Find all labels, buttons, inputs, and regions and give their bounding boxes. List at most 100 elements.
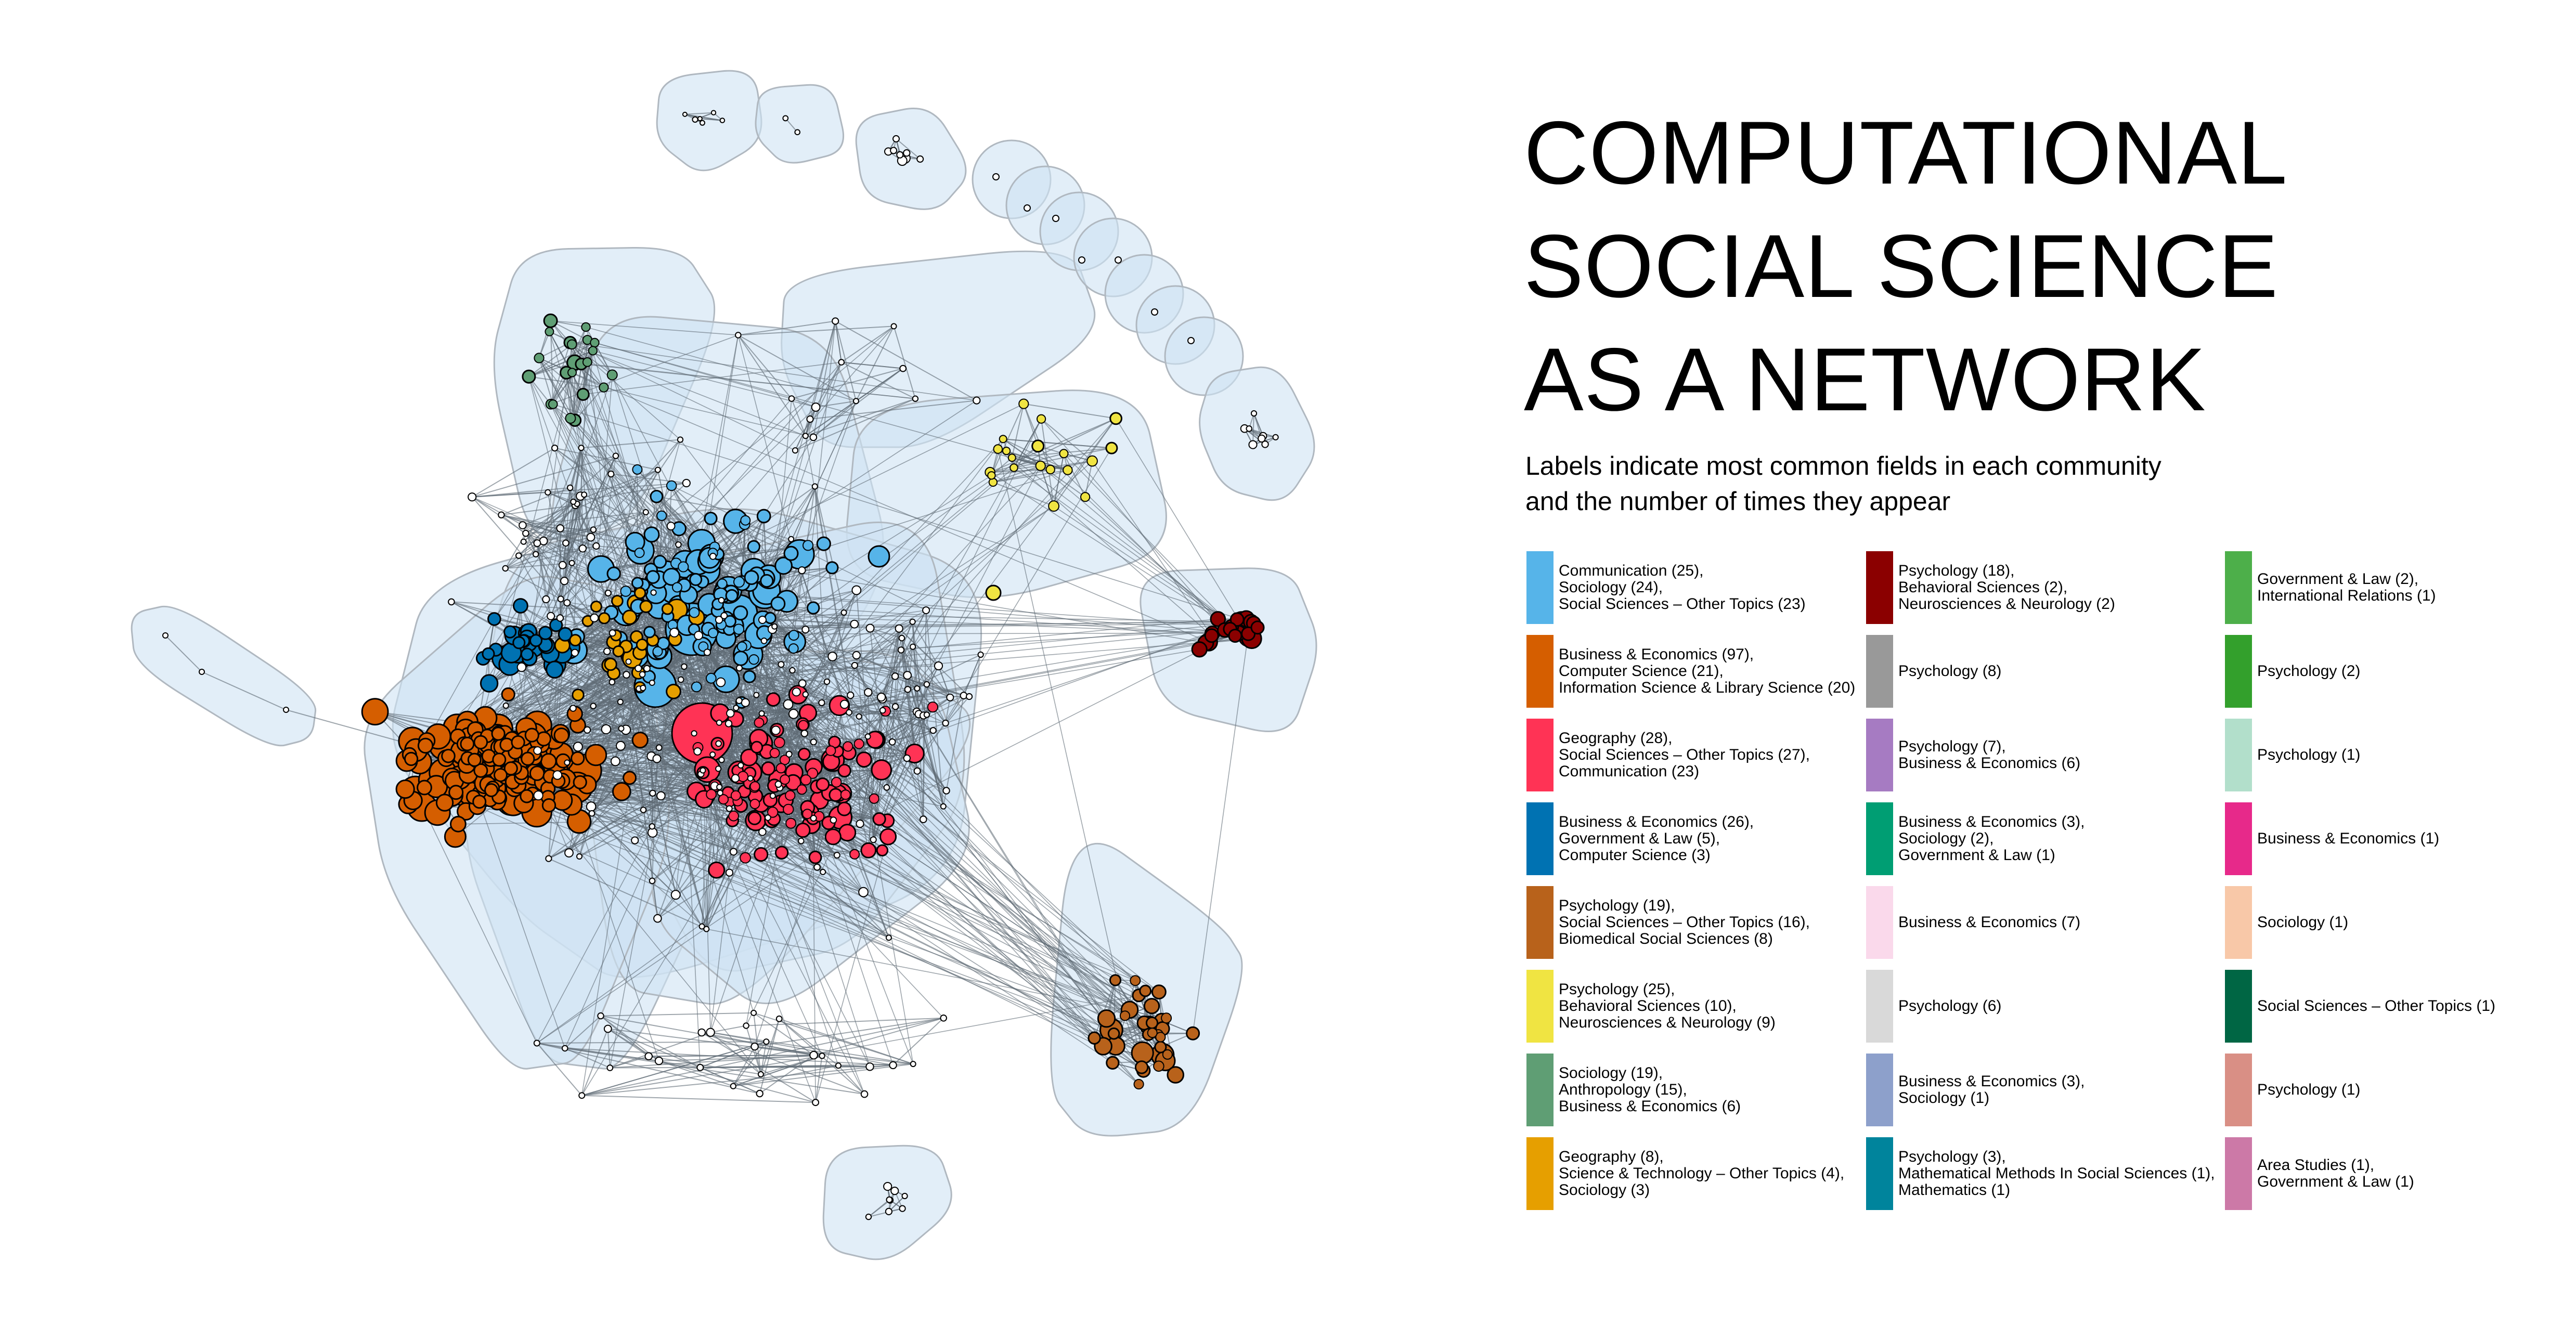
network-edge — [1003, 438, 1112, 449]
legend-swatch — [1526, 1137, 1554, 1210]
network-edge — [501, 504, 576, 516]
legend-label: Communication (25), Sociology (24), Social… — [1559, 551, 1892, 624]
network-node — [677, 676, 684, 683]
network-node — [923, 711, 930, 718]
network-node — [879, 707, 886, 714]
network-node — [694, 631, 703, 640]
network-edge — [759, 1019, 780, 1094]
legend-swatch — [1866, 970, 1893, 1043]
network-edge — [554, 658, 632, 665]
network-edge — [643, 584, 1249, 634]
network-edge — [522, 525, 561, 529]
network-node — [819, 1052, 825, 1059]
network-node — [866, 731, 884, 749]
network-node — [1080, 492, 1091, 502]
network-node — [1097, 1009, 1116, 1028]
network-node — [890, 323, 897, 330]
legend-swatch — [1866, 719, 1893, 791]
community-hull — [656, 70, 762, 172]
legend-label: Government & Law (2), International Relat… — [2257, 551, 2576, 624]
network-node — [1145, 1016, 1159, 1030]
network-edge — [945, 697, 951, 723]
network-node — [973, 396, 981, 405]
network-edge — [501, 487, 571, 516]
network-node — [825, 561, 839, 575]
network-node — [642, 509, 649, 515]
legend-item: Psychology (25), Behavioral Sciences (10)… — [1526, 970, 1859, 1043]
network-node — [839, 699, 849, 709]
subtitle: Labels indicate most common fields in ea… — [1525, 448, 2514, 519]
network-edge — [738, 320, 836, 336]
network-edge — [802, 465, 1041, 725]
network-node — [999, 435, 1007, 444]
network-node — [631, 836, 639, 844]
network-node — [758, 616, 767, 624]
legend-label-line: Biomedical Social Sciences (8) — [1559, 930, 1773, 947]
network-node — [606, 566, 621, 581]
legend-item: Business & Economics (26), Government & L… — [1526, 802, 1859, 875]
network-node — [709, 553, 717, 560]
network-node — [883, 784, 890, 791]
network-edge — [838, 1065, 865, 1095]
network-edge — [564, 1015, 601, 1049]
legend-item: Psychology (3), Mathematical Methods In S… — [1866, 1137, 2215, 1210]
network-node — [632, 464, 643, 475]
legend-label-line: Business & Economics (1) — [2257, 830, 2440, 847]
network-edge — [490, 799, 1112, 1031]
network-node — [513, 598, 528, 614]
network-edge — [691, 629, 839, 1066]
network-node — [557, 595, 564, 603]
network-node — [650, 589, 657, 596]
network-node — [678, 561, 689, 573]
legend-label-line: Psychology (19), — [1559, 897, 1675, 914]
network-node — [650, 490, 664, 503]
network-node — [631, 577, 644, 589]
network-node — [718, 757, 725, 763]
network-edge — [574, 387, 604, 421]
network-edge — [572, 372, 576, 421]
network-node — [792, 687, 801, 697]
network-node — [832, 317, 839, 325]
network-node — [771, 623, 778, 630]
network-node — [1031, 439, 1045, 453]
network-node — [852, 651, 861, 660]
network-node — [789, 667, 796, 674]
legend-item: Psychology (1) — [2225, 1054, 2558, 1126]
network-node — [545, 855, 552, 862]
network-node — [1045, 464, 1055, 475]
network-node — [912, 395, 919, 402]
network-edge — [655, 686, 754, 1013]
network-node — [654, 466, 661, 473]
legend-item: Sociology (1) — [2225, 886, 2558, 959]
network-node — [498, 511, 505, 518]
legend-label-line: Business & Economics (3), — [1898, 813, 2085, 830]
legend-item: Communication (25), Sociology (24), Social… — [1526, 551, 1859, 624]
network-node — [417, 737, 434, 754]
network-node — [417, 779, 432, 796]
network-node — [885, 934, 892, 941]
legend-label-line: Psychology (7), — [1898, 738, 2006, 755]
network-node — [860, 1090, 869, 1098]
network-node — [837, 763, 851, 778]
network-node — [775, 763, 786, 774]
network-edge — [656, 496, 764, 517]
network-node — [783, 803, 794, 815]
network-node — [797, 747, 811, 761]
network-node — [618, 725, 625, 732]
network-node — [568, 560, 575, 566]
network-node — [283, 707, 289, 713]
legend-label-line: Psychology (1) — [2257, 746, 2361, 763]
legend-item: Psychology (1) — [2225, 719, 2558, 791]
network-node — [764, 612, 776, 625]
network-node — [612, 645, 625, 658]
network-node — [737, 762, 744, 769]
legend-swatch — [1526, 1054, 1554, 1126]
network-node — [763, 1038, 770, 1045]
legend-label-line: Government & Law (1) — [2257, 1173, 2414, 1190]
network-edge — [702, 733, 907, 759]
network-edge — [655, 686, 833, 761]
network-node — [833, 852, 840, 859]
legend-label-line: Government & Law (1) — [1898, 847, 2055, 864]
legend-label-line: Geography (28), — [1559, 730, 1673, 747]
network-node — [709, 751, 716, 758]
